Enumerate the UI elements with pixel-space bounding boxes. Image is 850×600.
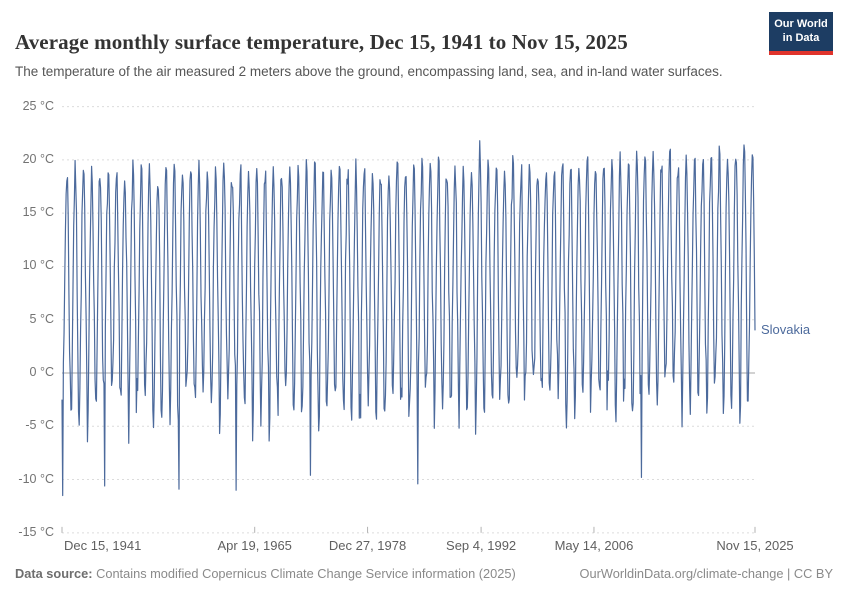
y-axis-label: 5 °C [29, 311, 54, 326]
y-axis-label: -5 °C [25, 418, 54, 433]
y-axis-label: 10 °C [22, 258, 54, 273]
x-axis-label: May 14, 2006 [554, 537, 634, 553]
data-source-note: Data source: Contains modified Copernicu… [15, 566, 516, 581]
x-axis-label: Apr 19, 1965 [217, 537, 292, 553]
owid-logo-line1: Our World [774, 17, 828, 30]
data-source-text: Contains modified Copernicus Climate Cha… [92, 566, 516, 581]
chart-footer: Data source: Contains modified Copernicu… [15, 566, 833, 581]
x-axis-label: Dec 27, 1978 [328, 537, 407, 553]
chart-subtitle: The temperature of the air measured 2 me… [15, 63, 723, 79]
slovakia-temperature-line[interactable] [61, 140, 756, 497]
owid-link[interactable]: OurWorldinData.org/climate-change | CC B… [579, 566, 833, 581]
owid-logo-line2: in Data [782, 31, 820, 44]
y-axis-label: 20 °C [22, 151, 54, 166]
y-axis-label: 25 °C [22, 98, 54, 113]
owid-logo[interactable]: Our World in Data [769, 12, 833, 55]
x-axis-label: Sep 4, 1992 [446, 537, 517, 553]
y-axis-label: 0 °C [29, 365, 54, 379]
y-axis-label: 15 °C [22, 205, 54, 220]
series-label-slovakia[interactable]: Slovakia [761, 322, 811, 338]
y-axis-label: -10 °C [18, 471, 54, 486]
chart-title: Average monthly surface temperature, Dec… [15, 30, 628, 55]
x-axis-label: Nov 15, 2025 [716, 537, 794, 553]
x-axis-label: Dec 15, 1941 [64, 537, 142, 553]
y-axis-label: -15 °C [18, 524, 54, 539]
data-source-label: Data source: [15, 566, 93, 581]
